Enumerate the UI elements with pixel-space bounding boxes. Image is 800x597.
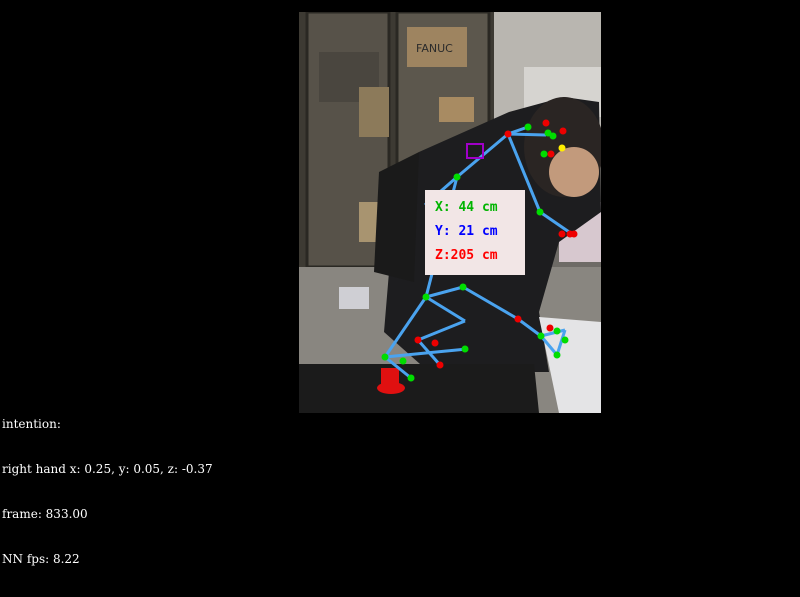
x-coordinate: X: 44 cm: [435, 200, 498, 215]
coordinate-readout: X: 44 cm Y: 21 cm Z:205 cm: [425, 190, 525, 275]
z-coordinate: Z:205 cm: [435, 248, 498, 263]
y-coordinate: Y: 21 cm: [435, 224, 498, 239]
box-label: FANUC: [416, 42, 453, 55]
pose-estimation-view: FANUC X: 44 cm Y: 21 cm Z:205 cm: [2, 12, 601, 566]
right-hand-readout: right hand x: 0.25, y: 0.05, z: -0.37: [2, 462, 213, 476]
frame-counter: frame: 833.00: [2, 507, 88, 521]
status-hud: intention: right hand x: 0.25, y: 0.05, …: [2, 387, 213, 597]
intention-label: intention:: [2, 417, 61, 431]
fps-counter: NN fps: 8.22: [2, 552, 80, 566]
